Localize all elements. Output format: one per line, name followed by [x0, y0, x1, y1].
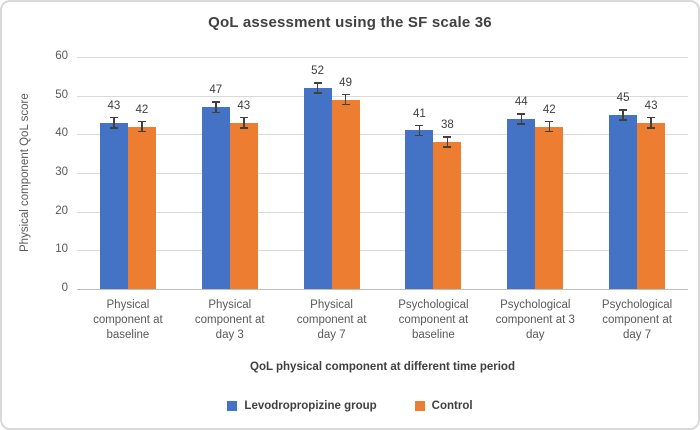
gridline — [77, 173, 688, 174]
bar-levodropropizine — [201, 107, 230, 289]
data-label: 43 — [644, 99, 658, 112]
error-bar-cap-bottom — [415, 134, 424, 137]
x-axis-line — [77, 289, 688, 290]
data-label: 42 — [135, 103, 149, 116]
error-bar-cap-bottom — [137, 130, 146, 133]
legend: Levodropropizine group Control — [2, 400, 698, 412]
y-tick-label: 50 — [55, 88, 68, 101]
error-bar-cap-top — [415, 124, 424, 127]
bar-control — [433, 142, 462, 289]
error-bar-cap-bottom — [211, 111, 220, 114]
bar-control — [535, 126, 564, 289]
error-bar-line — [344, 93, 347, 106]
error-bar-cap-bottom — [647, 127, 656, 129]
error-bar-cap-top — [341, 93, 350, 96]
y-tick-label: 60 — [55, 50, 68, 62]
bar-control — [229, 122, 258, 289]
error-bar-line — [141, 120, 143, 133]
bar-levodropropizine — [99, 122, 128, 289]
error-bar-cap-bottom — [313, 92, 322, 94]
bar-levodropropizine — [507, 118, 536, 289]
bar-levodropropizine — [303, 87, 332, 289]
data-label: 43 — [107, 99, 121, 112]
x-axis-title: QoL physical component at different time… — [250, 361, 515, 373]
error-bar-cap-bottom — [443, 146, 452, 148]
gridline — [77, 211, 688, 213]
legend-label: Levodropropizine group — [244, 400, 377, 412]
error-bar-line — [316, 82, 319, 94]
error-bar-line — [113, 116, 115, 129]
data-label: 52 — [311, 65, 324, 78]
error-bar-line — [548, 120, 550, 133]
error-bar-line — [418, 124, 421, 137]
x-category-label: Psychological component at 3 day — [495, 299, 575, 341]
chart-title: QoL assessment using the SF scale 36 — [208, 14, 492, 31]
gridline — [77, 57, 688, 58]
bar-levodropropizine — [405, 130, 434, 289]
error-bar-line — [446, 136, 449, 148]
y-tick-label: 0 — [61, 282, 68, 294]
legend-label: Control — [431, 400, 473, 412]
x-category-label: Psychological component at baseline — [398, 299, 469, 341]
y-tick-label: 10 — [55, 243, 68, 256]
error-bar-line — [520, 113, 522, 125]
error-bar-line — [622, 109, 624, 121]
gridline — [77, 250, 688, 252]
error-bar-cap-top — [647, 116, 656, 119]
bar-levodropropizine — [609, 115, 638, 289]
error-bar-line — [243, 116, 245, 129]
data-label: 41 — [413, 107, 426, 120]
bar-control — [331, 99, 360, 289]
legend-swatch-icon — [414, 401, 425, 411]
legend-item-control: Control — [414, 400, 473, 412]
bar-control — [637, 122, 666, 289]
y-tick-label: 20 — [55, 204, 68, 217]
error-bar-cap-top — [239, 116, 248, 119]
bar-control — [127, 126, 156, 289]
x-category-label: Psychological component at day 7 — [601, 299, 673, 341]
error-bar-cap-bottom — [545, 130, 554, 133]
error-bar-cap-top — [211, 101, 220, 103]
data-label: 38 — [441, 119, 454, 132]
error-bar-cap-top — [545, 120, 554, 123]
data-label: 47 — [209, 84, 223, 97]
gridline — [77, 134, 688, 136]
error-bar-cap-top — [517, 113, 526, 115]
data-label: 42 — [542, 103, 556, 116]
x-category-label: Physical component at baseline — [93, 299, 163, 341]
data-label: 43 — [237, 99, 251, 112]
error-bar-cap-top — [619, 109, 628, 111]
x-category-label: Physical component at day 7 — [296, 299, 367, 341]
data-label: 44 — [514, 96, 528, 109]
gridline — [77, 95, 688, 97]
data-label: 49 — [339, 76, 352, 89]
error-bar-cap-bottom — [619, 119, 628, 121]
y-tick-label: 30 — [55, 166, 68, 178]
error-bar-cap-bottom — [517, 123, 526, 125]
error-bar-cap-bottom — [239, 127, 248, 129]
legend-swatch-icon — [227, 401, 238, 411]
error-bar-cap-top — [137, 120, 146, 123]
error-bar-cap-top — [443, 136, 452, 138]
error-bar-line — [650, 116, 652, 129]
error-bar-cap-top — [313, 82, 322, 84]
error-bar-cap-top — [109, 116, 118, 119]
error-bar-line — [215, 101, 217, 114]
x-category-label: Physical component at day 3 — [194, 299, 265, 341]
data-label: 45 — [616, 92, 630, 105]
y-tick-label: 40 — [55, 127, 68, 140]
error-bar-cap-bottom — [341, 103, 350, 106]
legend-item-levodropropizine: Levodropropizine group — [227, 400, 377, 412]
error-bar-cap-bottom — [109, 127, 118, 129]
